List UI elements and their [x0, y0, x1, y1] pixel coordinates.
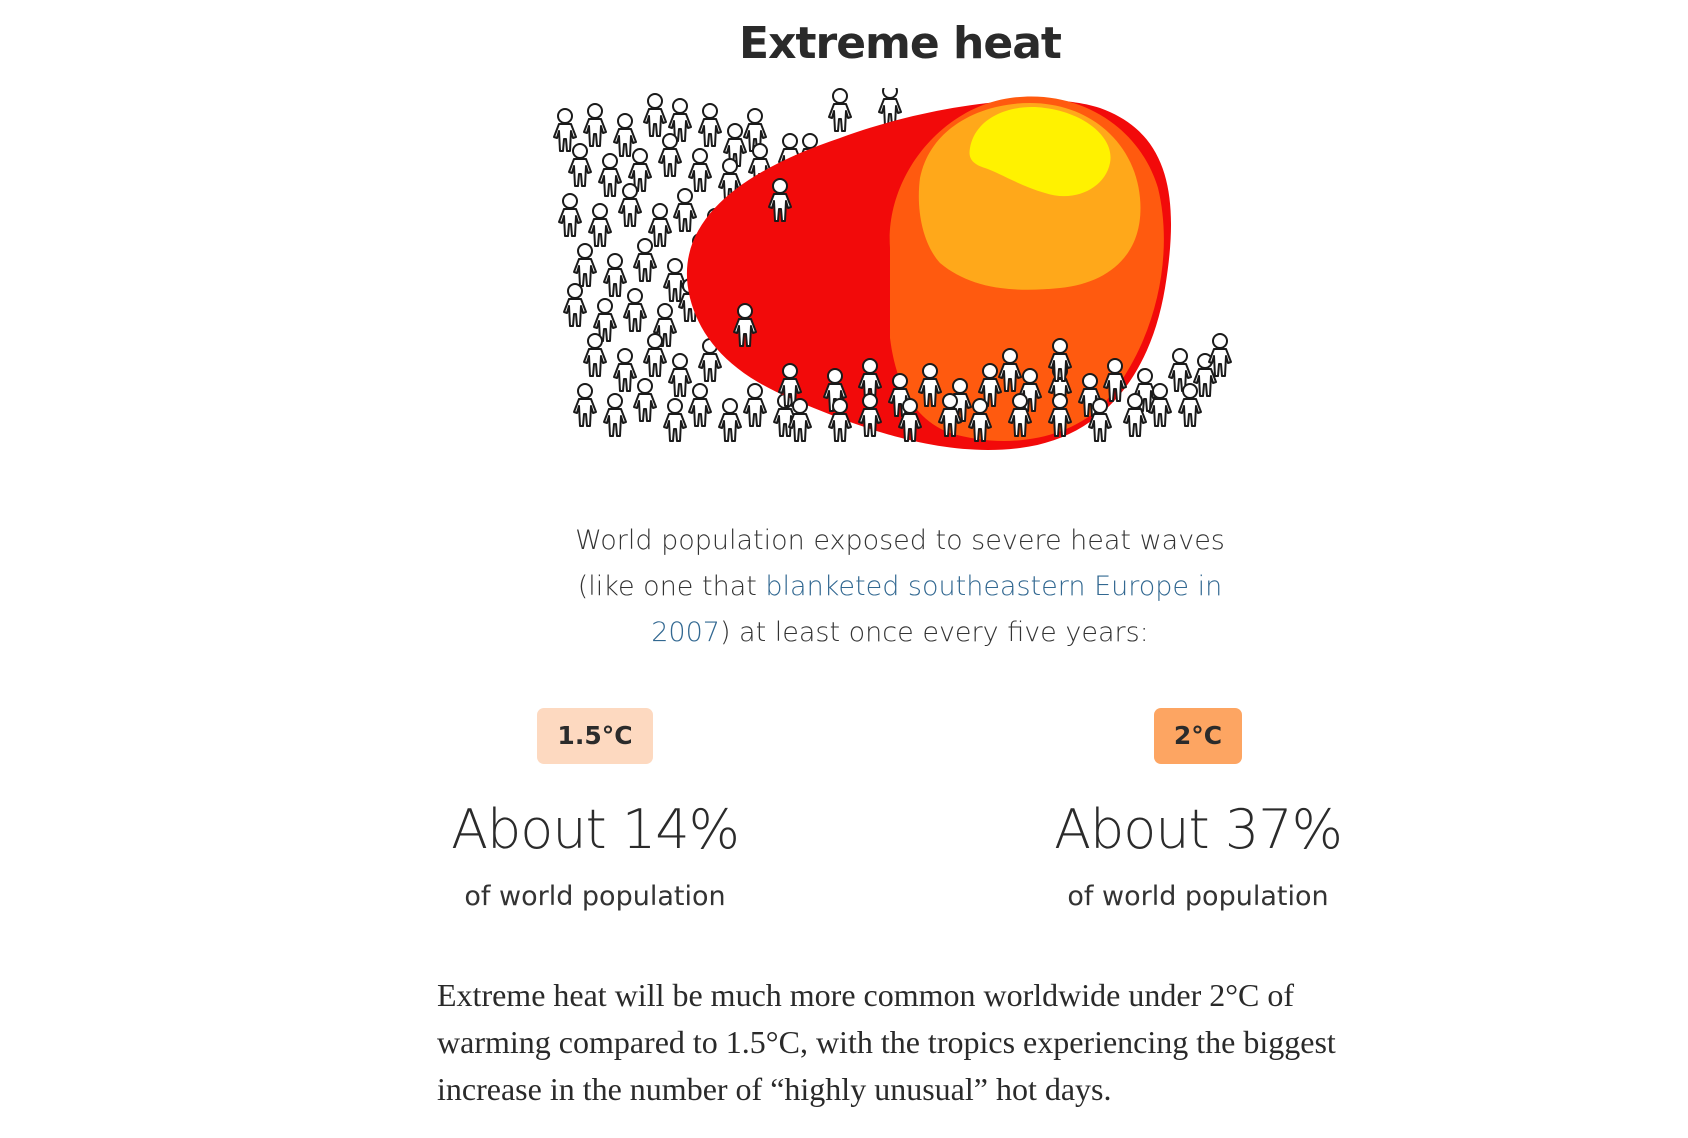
person-icon — [688, 148, 712, 192]
person-icon — [583, 103, 607, 147]
person-icon — [663, 398, 687, 442]
person-icon — [553, 108, 577, 152]
person-icon — [1148, 383, 1172, 427]
scenario-2c: 2°C About 37% of world population — [988, 708, 1408, 914]
caption-text-before: World population exposed to severe heat … — [575, 525, 1225, 602]
person-icon — [573, 383, 597, 427]
person-icon — [743, 383, 767, 427]
person-icon — [573, 243, 597, 287]
body-paragraph: Extreme heat will be much more common wo… — [437, 977, 1336, 1107]
person-icon — [788, 398, 812, 442]
person-icon — [1178, 383, 1202, 427]
scenario-1-5c: 1.5°C About 14% of world population — [385, 708, 805, 914]
heat-zone-yellow — [969, 107, 1111, 197]
caption-link[interactable]: blanketed southeastern Europe in 2007 — [651, 571, 1223, 648]
person-icon — [658, 133, 682, 177]
person-icon — [718, 398, 742, 442]
caption-text-after: ) at least once every five years: — [719, 617, 1149, 648]
person-icon — [603, 253, 627, 297]
person-icon — [828, 88, 852, 132]
heat-blob-crowd-illustration — [553, 88, 1232, 450]
caption: World population exposed to severe heat … — [560, 518, 1240, 656]
person-icon — [643, 93, 667, 137]
value-1-5c: About 14% — [451, 798, 740, 861]
person-icon — [563, 283, 587, 327]
heat-blob — [686, 96, 1172, 450]
unit-2c: of world population — [1067, 881, 1329, 912]
person-icon — [668, 353, 692, 397]
person-icon — [1088, 398, 1112, 442]
person-icon — [633, 238, 657, 282]
badge-2c: 2°C — [1153, 708, 1243, 764]
person-icon — [583, 333, 607, 377]
person-icon — [648, 203, 672, 247]
person-icon — [828, 398, 852, 442]
person-icon — [598, 153, 622, 197]
person-icon — [673, 188, 697, 232]
value-2c: About 37% — [1054, 798, 1343, 861]
person-icon — [1123, 393, 1147, 437]
person-icon — [698, 103, 722, 147]
person-icon — [603, 393, 627, 437]
person-icon — [643, 333, 667, 377]
badge-1-5c: 1.5°C — [537, 708, 653, 764]
person-icon — [633, 378, 657, 422]
person-icon — [613, 348, 637, 392]
person-icon — [688, 383, 712, 427]
person-icon — [588, 203, 612, 247]
unit-1-5c: of world population — [464, 881, 726, 912]
person-icon — [568, 143, 592, 187]
person-icon — [558, 193, 582, 237]
person-icon — [613, 113, 637, 157]
person-icon — [618, 183, 642, 227]
person-icon — [623, 288, 647, 332]
page-title: Extreme heat — [739, 18, 1062, 69]
